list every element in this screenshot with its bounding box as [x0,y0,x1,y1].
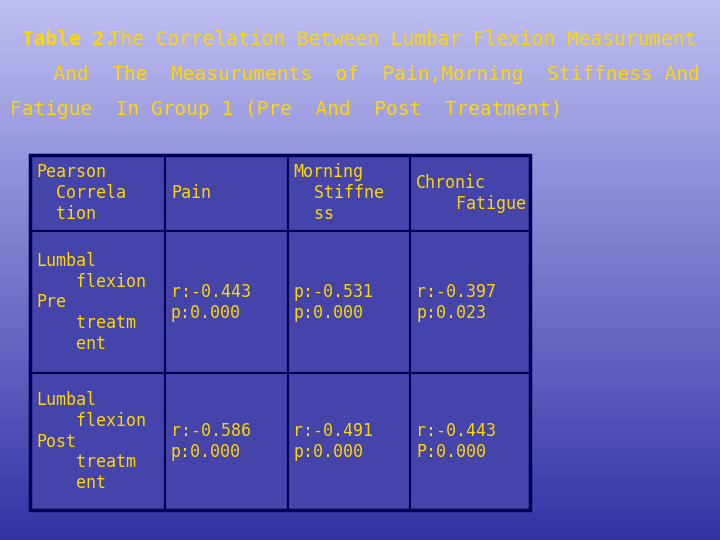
Text: Lumbal
    flexion
Post
    treatm
    ent: Lumbal flexion Post treatm ent [36,391,146,492]
Text: Lumbal
    flexion
Pre
    treatm
    ent: Lumbal flexion Pre treatm ent [36,252,146,353]
Text: p:-0.531
p:0.000: p:-0.531 p:0.000 [294,283,374,322]
Bar [165,373,287,510]
Bar [410,155,530,231]
Text: Morning
  Stiffne
  ss: Morning Stiffne ss [294,164,384,223]
Bar [287,373,410,510]
Bar [410,231,530,373]
Bar [410,373,530,510]
Bar [30,231,165,373]
Text: r:-0.586
p:0.000: r:-0.586 p:0.000 [171,422,251,461]
Text: r:-0.491
p:0.000: r:-0.491 p:0.000 [294,422,374,461]
Bar [30,373,165,510]
Text: r:-0.443
p:0.000: r:-0.443 p:0.000 [171,283,251,322]
Text: Pain: Pain [171,184,211,202]
Text: r:-0.443
P:0.000: r:-0.443 P:0.000 [416,422,496,461]
Text: Pearson
  Correla
  tion: Pearson Correla tion [36,164,126,223]
Text: The Correlation Between Lumbar Flexion Measurument: The Correlation Between Lumbar Flexion M… [97,30,696,49]
Text: Fatigue  In Group 1 (Pre  And  Post  Treatment): Fatigue In Group 1 (Pre And Post Treatme… [10,100,562,119]
Bar [287,231,410,373]
Bar [287,155,410,231]
Text: Chronic
    Fatigue: Chronic Fatigue [416,174,526,213]
Bar [165,231,287,373]
Text: Table 2.: Table 2. [22,30,116,49]
Text: r:-0.397
p:0.023: r:-0.397 p:0.023 [416,283,496,322]
Bar [30,155,165,231]
Bar [30,155,530,510]
Bar [165,155,287,231]
Text: And  The  Measuruments  of  Pain,Morning  Stiffness And  Chronic: And The Measuruments of Pain,Morning Sti… [30,65,720,84]
